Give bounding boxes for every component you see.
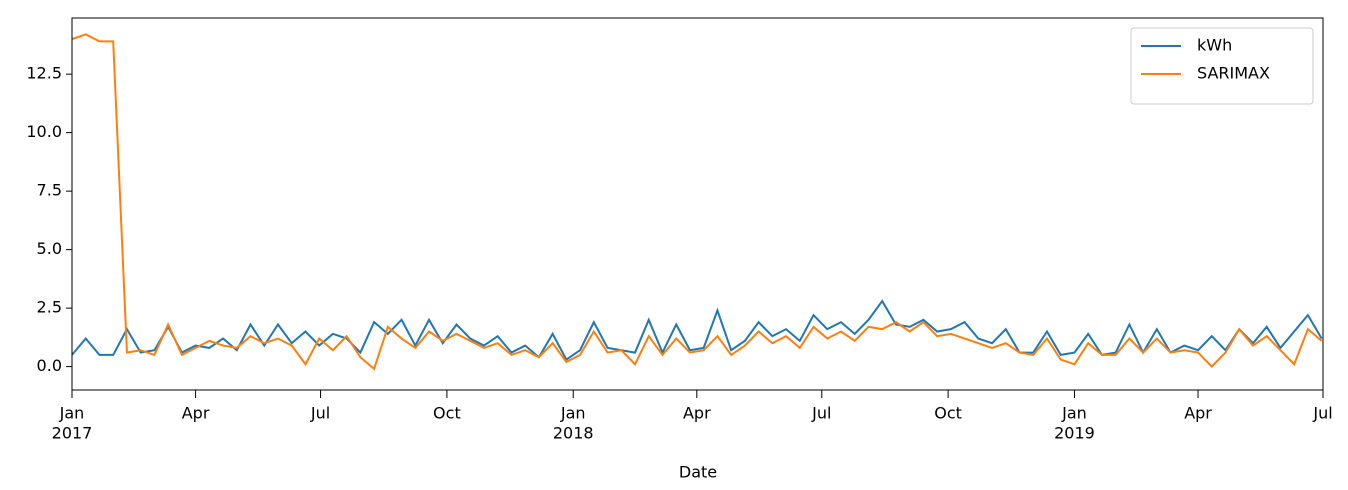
x-tick-sublabel: 2019 — [1054, 424, 1095, 443]
x-tick-label: Apr — [683, 404, 711, 423]
x-tick-label: Jan — [59, 404, 85, 423]
x-tick-label: Apr — [1184, 404, 1212, 423]
x-axis-label: Date — [679, 463, 717, 482]
x-tick-sublabel: 2018 — [553, 424, 594, 443]
x-tick-label: Oct — [934, 404, 962, 423]
y-tick-label: 7.5 — [37, 181, 62, 200]
x-tick-sublabel: 2017 — [52, 424, 93, 443]
y-tick-label: 0.0 — [37, 356, 62, 375]
x-tick-label: Jul — [1312, 404, 1332, 423]
y-tick-label: 12.5 — [26, 64, 62, 83]
x-tick-label: Jan — [1061, 404, 1087, 423]
legend-label: kWh — [1197, 36, 1232, 55]
series-line — [72, 33, 1323, 371]
y-tick-label: 10.0 — [26, 122, 62, 141]
x-tick-label: Oct — [433, 404, 461, 423]
series-line — [72, 299, 1323, 362]
x-tick-label: Apr — [182, 404, 210, 423]
plot-frame — [71, 17, 1324, 391]
legend-label: SARIMAX — [1197, 64, 1270, 83]
y-tick-label: 5.0 — [37, 239, 62, 258]
x-tick-label: Jan — [560, 404, 586, 423]
x-tick-label: Jul — [811, 404, 831, 423]
y-tick-label: 2.5 — [37, 298, 62, 317]
x-tick-label: Jul — [310, 404, 330, 423]
